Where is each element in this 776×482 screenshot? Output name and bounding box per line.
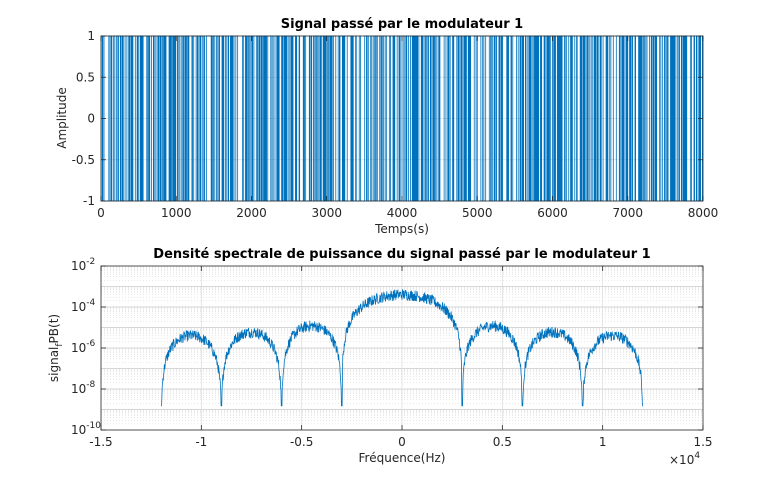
bottom-x-multiplier: ×104 [669, 451, 700, 467]
bottom-x-tick-label: -1 [195, 435, 207, 449]
top-y-axis-label: Amplitude [55, 87, 69, 149]
x-multiplier-base: ×10 [669, 453, 694, 467]
bottom-x-ticks: -1.5 -1 -0.5 0 0.5 1 1.5 [89, 266, 713, 449]
bottom-psd-line [161, 288, 643, 407]
top-y-tick-label: 0.5 [76, 70, 95, 84]
bottom-y-tick-label: 10-8 [71, 380, 96, 396]
bottom-x-axis-label: Fréquence(Hz) [359, 451, 446, 465]
bottom-y-tick-label: 10-4 [71, 298, 96, 314]
bottom-x-tick-label: 1 [599, 435, 607, 449]
bottom-x-tick-label: -1.5 [89, 435, 112, 449]
top-x-tick-label: 5000 [462, 206, 493, 220]
bottom-y-tick-label: 10-2 [71, 257, 95, 273]
top-y-tick-label: -1 [83, 194, 95, 208]
top-y-tick-label: 0 [87, 112, 95, 126]
top-x-tick-label: 1000 [161, 206, 192, 220]
bottom-chart: -1.5 -1 -0.5 0 0.5 1 1.5 10-10 10-8 10-6 10-4 10-2… [47, 247, 713, 467]
bottom-x-tick-label: -0.5 [290, 435, 313, 449]
top-x-ticks: 0 1000 2000 3000 4000 5000 6000 7000 8000 [97, 36, 718, 220]
x-multiplier-exp: 4 [694, 451, 700, 461]
top-y-tick-label: 1 [87, 29, 95, 43]
top-x-tick-label: 4000 [387, 206, 418, 220]
y-label-sub: f [55, 343, 65, 347]
top-y-ticks: -1 -0.5 0 0.5 1 [72, 29, 703, 208]
top-x-tick-label: 2000 [236, 206, 267, 220]
bottom-x-tick-label: 0.5 [493, 435, 512, 449]
y-label-main: signal [47, 347, 61, 383]
bottom-y-tick-label: 10-6 [71, 339, 96, 355]
top-x-axis-label: Temps(s) [374, 222, 429, 236]
bottom-y-tick-label: 10-10 [71, 421, 101, 437]
top-x-tick-label: 0 [97, 206, 105, 220]
top-y-tick-label: -0.5 [72, 153, 95, 167]
top-x-tick-label: 7000 [612, 206, 643, 220]
bottom-chart-title: Densité spectrale de puissance du signal… [153, 247, 650, 262]
top-x-tick-label: 3000 [311, 206, 342, 220]
top-x-tick-label: 6000 [537, 206, 568, 220]
bottom-y-axis-label: signalfPB(t) [47, 314, 65, 382]
y-label-rest: PB(t) [47, 314, 61, 344]
top-chart: 0 1000 2000 3000 4000 5000 6000 7000 8000 -1 -0.5… [55, 17, 718, 236]
bottom-x-tick-label: 1.5 [693, 435, 712, 449]
bottom-y-ticks: 10-10 10-8 10-6 10-4 10-2 [71, 257, 703, 437]
top-x-tick-label: 8000 [688, 206, 719, 220]
bottom-x-tick-label: 0 [398, 435, 406, 449]
top-chart-title: Signal passé par le modulateur 1 [281, 17, 523, 32]
